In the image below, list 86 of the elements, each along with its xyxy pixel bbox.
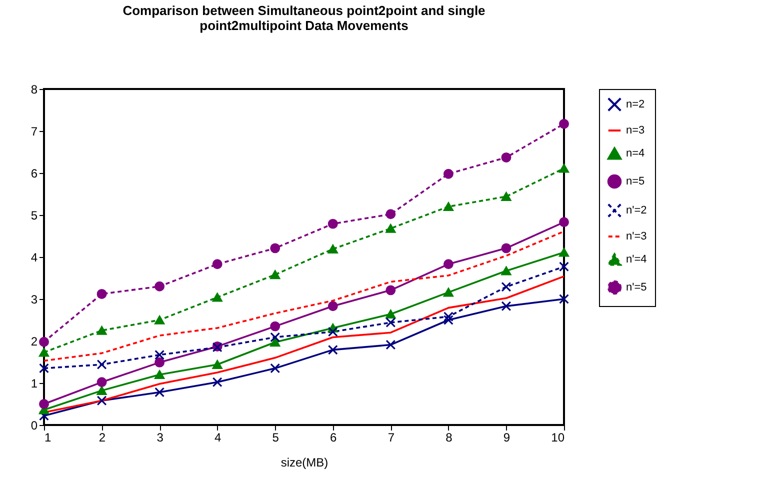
point (386, 209, 396, 220)
point (443, 315, 454, 325)
point (39, 410, 49, 421)
legend-label: n'=3 (626, 230, 647, 242)
point (270, 270, 280, 280)
y-tick-label: 8 (30, 82, 38, 96)
line-series (44, 230, 564, 362)
point (443, 288, 454, 297)
point (443, 312, 454, 322)
x-tick-label: 6 (330, 430, 338, 444)
x-tick-label: 7 (388, 430, 395, 444)
point (386, 224, 396, 233)
point (443, 168, 454, 179)
point (559, 164, 569, 173)
point (154, 387, 165, 398)
point (96, 360, 107, 370)
point (443, 202, 454, 212)
point (212, 292, 222, 302)
point (96, 288, 107, 299)
y-tick-label: 3 (30, 292, 38, 306)
legend-label: n=4 (626, 148, 645, 160)
y-tick-label: 6 (30, 166, 38, 180)
x-tick-label: 3 (156, 430, 164, 444)
point (559, 248, 569, 257)
point (154, 357, 165, 368)
point (559, 118, 569, 129)
x-tick-label: 8 (446, 430, 453, 444)
point (386, 285, 396, 296)
point (270, 338, 280, 347)
x-tick-label: 10 (551, 430, 565, 444)
y-tick-label: 4 (30, 250, 38, 264)
point (39, 363, 49, 374)
point (328, 218, 338, 229)
chart-title: Comparison between Simultaneous point2point and single point2multipoint Data Movements (122, 3, 486, 33)
point (501, 266, 512, 276)
point (501, 243, 512, 254)
point (154, 350, 165, 360)
legend-label: n=3 (626, 124, 645, 136)
point (96, 377, 107, 388)
point (443, 259, 454, 270)
point (96, 386, 107, 395)
point (328, 301, 338, 312)
point (39, 348, 49, 357)
x-axis-title: size(MB) (280, 456, 328, 470)
y-tick-label: 7 (30, 124, 38, 138)
point (501, 192, 512, 201)
point (270, 243, 280, 254)
point (39, 399, 49, 409)
point (386, 318, 396, 328)
point (270, 321, 280, 332)
point (270, 363, 280, 374)
x-tick-label: 9 (503, 430, 510, 444)
point (501, 152, 512, 162)
point (559, 262, 569, 272)
y-tick-label: 5 (30, 208, 38, 222)
point (39, 336, 49, 347)
legend-label: n=5 (626, 176, 645, 188)
point (270, 332, 280, 342)
y-tick-label: 0 (30, 418, 38, 432)
x-tick-label: 4 (214, 430, 222, 444)
x-tick-label: 2 (98, 430, 106, 444)
point (386, 340, 396, 350)
point (328, 344, 338, 355)
x-tick-label: 5 (272, 430, 280, 444)
point (96, 396, 107, 406)
point (386, 310, 396, 319)
point (559, 294, 569, 304)
legend-label: n'=2 (626, 204, 647, 216)
point (154, 316, 165, 324)
legend-label: n'=5 (626, 282, 647, 294)
point (212, 360, 222, 369)
legend-label: n=2 (626, 98, 645, 110)
point (328, 244, 338, 254)
y-tick-label: 2 (30, 334, 38, 348)
point (328, 326, 338, 337)
y-tick-label: 1 (30, 376, 38, 390)
point (154, 370, 165, 380)
legend-label: n'=4 (626, 254, 647, 266)
point (501, 282, 512, 292)
point (212, 259, 222, 270)
point (559, 217, 569, 228)
point (96, 326, 107, 335)
point (501, 301, 512, 312)
x-tick-label: 1 (44, 430, 52, 444)
point (212, 377, 222, 388)
point (154, 281, 165, 292)
